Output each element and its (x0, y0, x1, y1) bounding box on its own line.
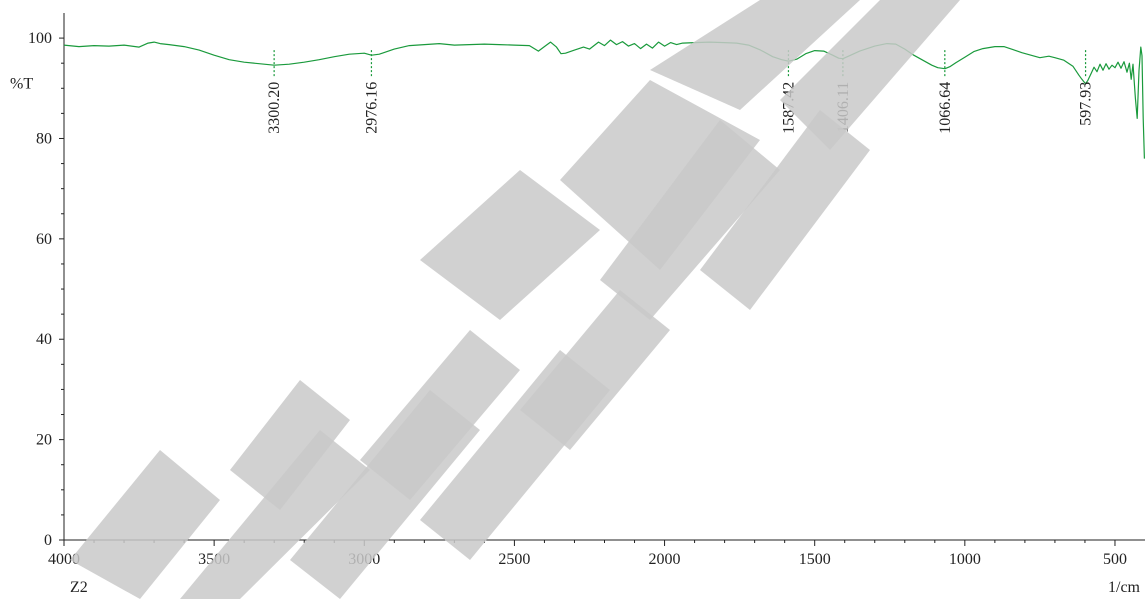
retracted-watermark (70, 0, 960, 599)
y-axis-label: %T (10, 75, 33, 92)
watermark-stroke (420, 170, 600, 320)
y-tick-label: 0 (44, 532, 52, 549)
peak-label: 3300.20 (266, 82, 283, 134)
x-tick-label: 1500 (799, 551, 831, 568)
x-tick-label: 2000 (649, 551, 681, 568)
y-tick-label: 80 (36, 130, 52, 147)
y-tick-label: 40 (36, 331, 52, 348)
x-tick-label: 500 (1103, 551, 1127, 568)
watermark-stroke (360, 330, 520, 500)
watermark-stroke (600, 120, 780, 320)
watermark-stroke (780, 0, 960, 150)
y-tick-label: 20 (36, 432, 52, 449)
watermark-stroke (700, 110, 870, 310)
x-tick-label: 2500 (498, 551, 530, 568)
x-axis-label: 1/cm (1108, 579, 1141, 596)
watermark-stroke (230, 380, 350, 510)
sample-label: Z2 (70, 579, 88, 596)
watermark-stroke (650, 0, 860, 110)
peak-label: 597.93 (1078, 82, 1095, 126)
peak-label: 1066.64 (937, 82, 954, 134)
watermark-stroke (70, 450, 220, 599)
watermark-stroke (180, 430, 370, 599)
x-tick-label: 4000 (48, 551, 80, 568)
y-tick-label: 100 (28, 30, 52, 47)
watermark-stroke (560, 80, 760, 270)
peak-label: 2976.16 (363, 82, 380, 134)
x-tick-label: 1000 (949, 551, 981, 568)
y-tick-label: 60 (36, 231, 52, 248)
watermark-stroke (520, 290, 670, 450)
